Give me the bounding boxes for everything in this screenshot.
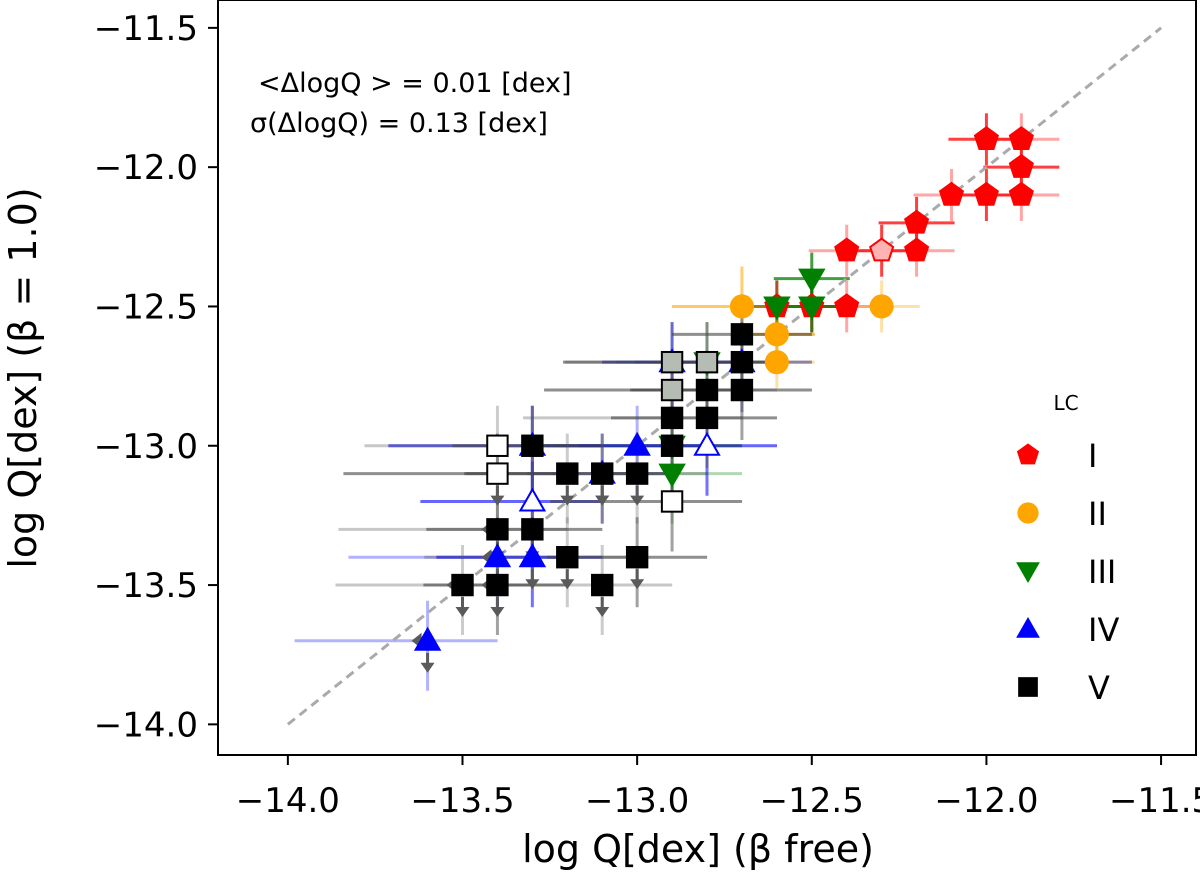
data-point-V xyxy=(695,406,719,430)
plot-frame xyxy=(217,0,1197,756)
x-tick-label: −13.5 xyxy=(410,781,514,821)
data-point-V xyxy=(660,350,684,374)
legend-label-I: I xyxy=(1088,437,1097,475)
data-point-V xyxy=(486,573,509,597)
x-axis-title: log Q[dex] (β free) xyxy=(522,827,874,871)
x-tick-label: −14.0 xyxy=(236,781,340,821)
down-limit-arrow-head xyxy=(560,579,575,590)
y-tick-label: −11.5 xyxy=(94,9,198,49)
y-tick-label: −13.0 xyxy=(94,427,198,467)
data-point-I xyxy=(1008,153,1034,178)
legend-marker-III xyxy=(1016,562,1040,584)
down-limit-arrow-head xyxy=(630,579,645,590)
down-limit-arrow-head xyxy=(630,495,645,506)
data-point-V xyxy=(521,518,544,541)
legend-marker-V xyxy=(1018,677,1038,697)
data-point-V xyxy=(695,350,719,374)
down-limit-arrow-head xyxy=(525,579,540,590)
data-point-III xyxy=(798,296,826,321)
data-point-V xyxy=(730,323,754,346)
data-points-layer xyxy=(413,126,1034,651)
x-axis-ticks: −14.0 −13.5 −13.0 −12.5 −12.0 −11.5 xyxy=(236,755,1200,821)
data-point-I xyxy=(973,181,999,206)
data-point-I xyxy=(973,126,999,150)
data-point-I xyxy=(869,237,895,262)
y-axis-title: log Q[dex] (β = 1.0) xyxy=(1,187,45,568)
legend-label-IV: IV xyxy=(1088,611,1119,649)
data-point-V xyxy=(451,573,474,597)
data-point-III xyxy=(798,268,826,293)
down-limit-arrow-head xyxy=(490,607,505,618)
data-point-V xyxy=(625,545,649,569)
data-point-III xyxy=(658,463,686,488)
data-point-II xyxy=(764,322,789,347)
data-point-I xyxy=(904,237,930,262)
down-limit-arrow-head xyxy=(455,607,470,618)
data-point-I xyxy=(1008,181,1034,206)
data-point-II xyxy=(729,294,754,319)
data-point-V xyxy=(486,518,509,541)
data-point-V xyxy=(591,573,614,597)
y-tick-label: −12.0 xyxy=(94,148,198,188)
data-point-IV xyxy=(518,487,547,512)
data-point-V xyxy=(556,462,579,485)
data-point-IV xyxy=(623,431,651,456)
annotation-mean: <ΔlogQ > = 0.01 [dex] xyxy=(258,68,572,99)
data-point-V xyxy=(660,490,684,513)
x-tick-label: −13.0 xyxy=(585,781,689,821)
legend-marker-II xyxy=(1017,502,1039,524)
data-point-I xyxy=(1008,126,1034,150)
data-point-I xyxy=(938,181,965,206)
data-point-V xyxy=(486,462,509,485)
y-tick-label: −14.0 xyxy=(94,705,198,745)
down-limit-arrow-head xyxy=(420,662,435,673)
data-point-V xyxy=(660,406,684,430)
data-point-V xyxy=(556,545,579,569)
data-point-V xyxy=(521,434,544,457)
legend-label-III: III xyxy=(1088,553,1116,591)
data-point-V xyxy=(730,378,754,402)
x-tick-label: −12.0 xyxy=(934,781,1038,821)
annotation-sigma: σ(ΔlogQ) = 0.13 [dex] xyxy=(250,108,548,139)
y-tick-label: −12.5 xyxy=(94,287,198,327)
data-point-I xyxy=(904,209,930,234)
data-point-V xyxy=(660,434,684,457)
data-point-IV xyxy=(483,543,512,568)
data-point-V xyxy=(486,434,509,457)
x-tick-label: −12.5 xyxy=(760,781,864,821)
y-axis-ticks: −14.0 −13.5 −13.0 −12.5 −12.0 −11.5 xyxy=(94,9,218,745)
data-point-V xyxy=(591,462,614,485)
y-tick-label: −13.5 xyxy=(94,566,198,606)
down-limit-arrow-head xyxy=(490,495,505,506)
legend-marker-I xyxy=(1016,443,1040,465)
data-point-V xyxy=(660,378,684,402)
down-limit-arrow-head xyxy=(595,495,610,506)
legend-label-II: II xyxy=(1088,495,1107,533)
data-point-IV xyxy=(413,626,442,651)
x-tick-label: −11.5 xyxy=(1109,781,1200,821)
data-point-I xyxy=(834,293,860,318)
data-point-II xyxy=(869,294,894,319)
data-point-II xyxy=(764,350,789,375)
data-point-V xyxy=(730,350,754,374)
data-point-V xyxy=(625,462,649,485)
data-point-III xyxy=(763,296,791,321)
legend-marker-IV xyxy=(1016,616,1040,638)
data-point-IV xyxy=(693,431,721,456)
data-point-IV xyxy=(518,543,547,568)
legend-label-V: V xyxy=(1088,669,1110,707)
down-limit-arrow-head xyxy=(560,495,575,506)
legend-title: LC xyxy=(1053,391,1078,415)
data-point-I xyxy=(834,237,860,262)
down-limit-arrow-head xyxy=(595,607,610,618)
data-point-V xyxy=(695,378,719,402)
